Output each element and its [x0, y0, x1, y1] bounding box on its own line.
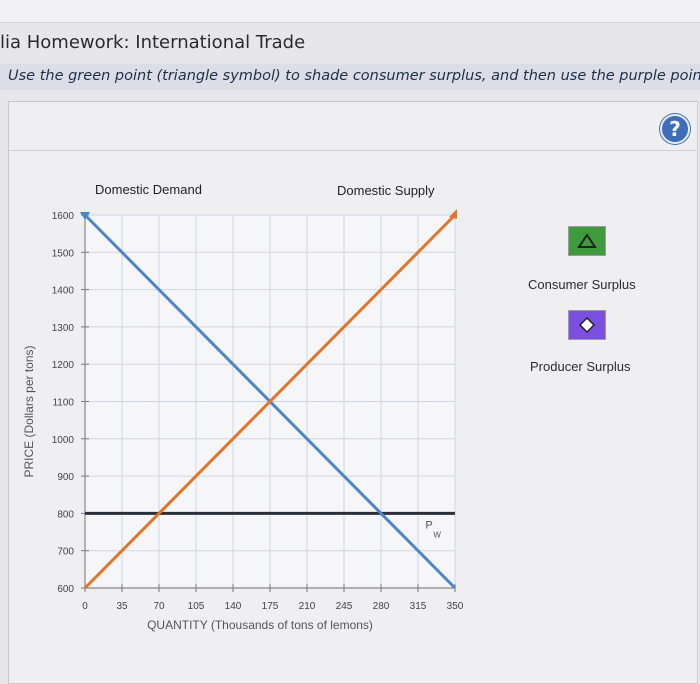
x-tick-label: 315 — [410, 601, 427, 612]
world-price-label-main: P — [425, 519, 432, 531]
world-price-label-sub: W — [433, 530, 441, 539]
instruction-bar — [0, 64, 700, 90]
y-axis-label: PRICE (Dollars per tons) — [22, 345, 36, 477]
consumer-surplus-label: Consumer Surplus — [528, 277, 636, 292]
series-labels: PW Domestic Demand Domestic Supply — [95, 182, 441, 539]
demand-end-marker — [80, 212, 90, 220]
producer-surplus-tool-button[interactable] — [568, 310, 606, 340]
x-tick-label: 280 — [373, 601, 390, 612]
y-tick-label: 1000 — [52, 435, 75, 446]
y-tick-label: 1300 — [52, 323, 75, 334]
y-tick-label: 800 — [57, 509, 74, 520]
panel-divider — [8, 150, 696, 151]
grid-lines — [84, 214, 456, 589]
supply-label: Domestic Supply — [337, 183, 435, 198]
instruction-text: Use the green point (triangle symbol) to… — [8, 68, 700, 84]
x-tick-label: 350 — [447, 601, 464, 612]
x-tick-label: 35 — [116, 601, 128, 612]
x-tick-label: 0 — [82, 601, 88, 612]
supply-line — [83, 213, 457, 590]
axes — [81, 214, 456, 592]
help-button[interactable]: ? — [660, 114, 690, 144]
y-tick-label: 600 — [57, 584, 74, 595]
y-tick-label: 1600 — [52, 211, 75, 222]
y-tick-label: 1100 — [52, 398, 74, 409]
producer-surplus-label: Producer Surplus — [530, 359, 631, 374]
y-tick-label: 1400 — [52, 286, 75, 297]
x-tick-label: 245 — [336, 601, 353, 612]
x-tick-label: 175 — [262, 601, 279, 612]
browser-top-bar — [0, 0, 700, 23]
demand-label: Domestic Demand — [95, 182, 202, 197]
series-lines — [80, 209, 457, 590]
x-tick-label: 70 — [153, 601, 165, 612]
diamond-icon — [578, 316, 596, 334]
triangle-icon — [577, 233, 597, 248]
supply-end-marker — [449, 209, 457, 219]
help-icon: ? — [669, 117, 681, 141]
x-tick-label: 105 — [188, 601, 205, 612]
y-tick-label: 1200 — [52, 360, 75, 371]
y-tick-label: 900 — [57, 472, 74, 483]
x-tick-label: 140 — [225, 601, 242, 612]
x-axis-label: QUANTITY (Thousands of tons of lemons) — [147, 618, 373, 632]
x-tick-label: 210 — [299, 601, 316, 612]
consumer-surplus-tool-button[interactable] — [568, 226, 606, 256]
y-tick-label: 700 — [57, 547, 74, 558]
page-title: lia Homework: International Trade — [0, 32, 306, 53]
tick-labels: 0 35 70 105 140 175 210 245 280 315 350 600 700 800 90… — [22, 211, 464, 632]
y-tick-label: 1500 — [52, 248, 75, 259]
